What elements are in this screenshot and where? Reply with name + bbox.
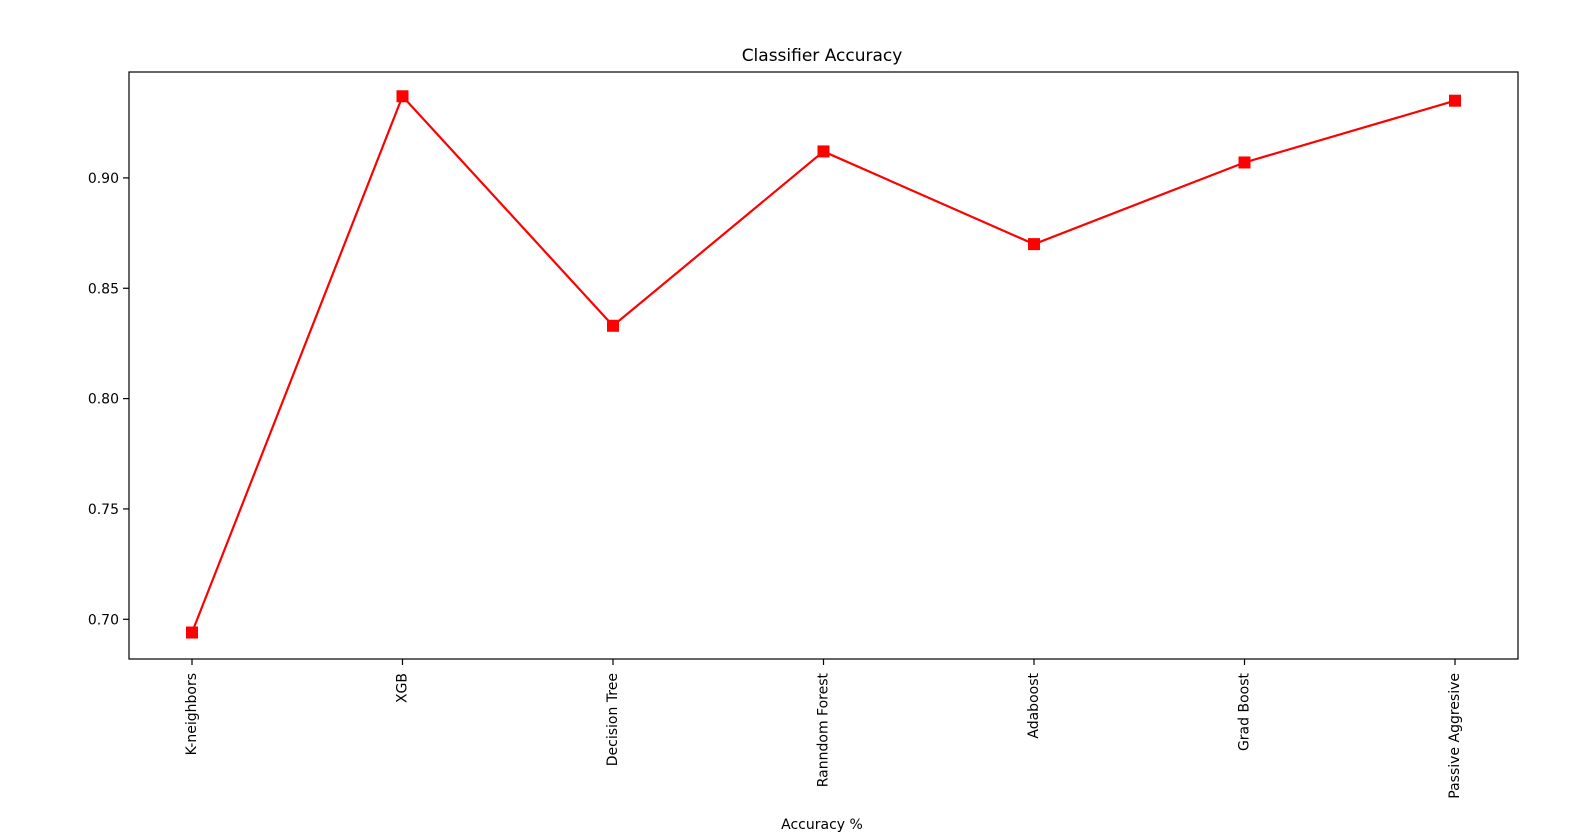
x-tick-label: K-neighbors (184, 673, 200, 755)
x-tick-label: Adaboost (1026, 673, 1042, 739)
y-tick-label: 0.70 (88, 612, 119, 628)
x-tick-label: Passive Aggresive (1447, 673, 1463, 799)
data-point (1238, 156, 1251, 169)
chart-title: Classifier Accuracy (742, 46, 903, 66)
series-line (190, 94, 1456, 633)
x-tick-label: Ranndom Forest (816, 672, 832, 787)
x-tick-label: Decision Tree (605, 673, 621, 766)
y-tick-label: 0.80 (88, 392, 119, 408)
data-point (817, 145, 830, 158)
plot-area: 0.70 0.75 0.80 0.85 0.90 K-neighbors XGB Decisi… (88, 71, 1519, 799)
data-point (186, 626, 198, 639)
x-tick-label: XGB (395, 673, 411, 703)
plot-frame (128, 71, 1519, 660)
data-point (1028, 238, 1040, 251)
y-tick-label: 0.90 (88, 171, 119, 187)
x-tick-label: Grad Boost (1237, 672, 1253, 751)
data-point (607, 319, 619, 332)
y-tick-label: 0.75 (88, 502, 119, 518)
data-point (396, 90, 409, 103)
data-point (1449, 94, 1461, 107)
y-tick-label: 0.85 (88, 281, 119, 297)
x-axis-label: Accuracy % (781, 817, 863, 833)
